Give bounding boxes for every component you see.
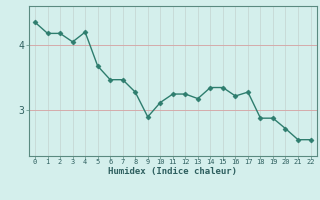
X-axis label: Humidex (Indice chaleur): Humidex (Indice chaleur)	[108, 167, 237, 176]
